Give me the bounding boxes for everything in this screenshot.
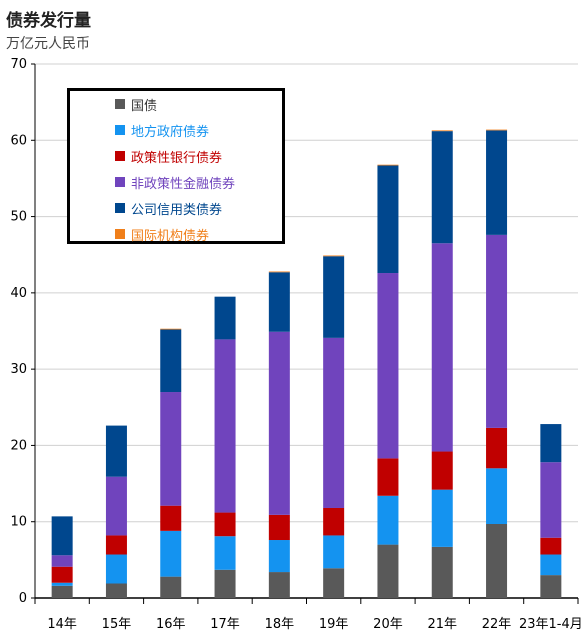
legend-item: 政策性银行债券 — [115, 148, 223, 166]
x-tick-label: 18年 — [265, 617, 295, 632]
bar-segment — [160, 328, 182, 330]
legend-item: 国债 — [115, 96, 158, 114]
y-tick-label: 20 — [10, 438, 27, 453]
y-tick-label: 50 — [10, 210, 27, 225]
bar-segment — [323, 256, 345, 338]
bar-segment — [431, 489, 453, 547]
x-tick-label: 15年 — [102, 617, 132, 632]
bar-segment — [323, 535, 345, 569]
bar-segment — [540, 424, 562, 463]
bar-segment — [105, 583, 127, 598]
bar-segment — [431, 130, 453, 132]
legend-label: 非政策性金融债券 — [131, 176, 236, 192]
legend-swatch — [115, 177, 125, 187]
bar-segment — [486, 130, 508, 235]
legend-swatch — [115, 229, 125, 239]
legend-item: 非政策性金融债券 — [115, 174, 236, 192]
x-tick-label: 20年 — [373, 617, 403, 632]
bar-segment — [51, 516, 73, 556]
legend-label: 国际机构债券 — [131, 228, 210, 244]
legend-label: 公司信用类债券 — [131, 202, 223, 218]
x-tick-label: 17年 — [210, 617, 240, 632]
x-tick-label: 21年 — [427, 617, 457, 632]
bar-segment — [105, 425, 127, 477]
bar-segment — [486, 427, 508, 469]
bar-segment — [540, 575, 562, 598]
legend-label: 地方政府债券 — [131, 124, 210, 140]
bar-segment — [377, 165, 399, 274]
bar-segment — [160, 530, 182, 577]
bar-segment — [268, 272, 290, 332]
bar-segment — [323, 337, 345, 508]
bar-segment — [214, 296, 236, 340]
bar-segment — [486, 524, 508, 598]
y-tick-label: 30 — [10, 362, 27, 377]
bar-segment — [214, 512, 236, 537]
bar-segment — [486, 129, 508, 131]
bar-segment — [51, 555, 73, 567]
bar-segment — [431, 546, 453, 598]
x-tick-label: 14年 — [47, 617, 77, 632]
bar-segment — [540, 554, 562, 576]
legend-item: 国际机构债券 — [115, 226, 210, 244]
bar-segment — [160, 392, 182, 506]
bar-segment — [431, 451, 453, 490]
bar-segment — [51, 585, 73, 598]
bar-segment — [160, 505, 182, 531]
bar-segment — [431, 131, 453, 244]
bar-segment — [105, 476, 127, 536]
chart-subtitle: 万亿元人民币 — [6, 36, 90, 52]
y-tick-label: 10 — [10, 515, 27, 530]
bar-segment — [486, 234, 508, 428]
bar-segment — [105, 554, 127, 584]
bar-segment — [105, 535, 127, 555]
bar-segment — [377, 495, 399, 545]
bar-segment — [486, 468, 508, 525]
x-tick-label: 23年1-4月 — [519, 617, 583, 632]
bar-segment — [323, 507, 345, 536]
bar-segment — [51, 582, 73, 586]
bar-segment — [540, 462, 562, 538]
bar-segment — [214, 339, 236, 513]
legend-swatch — [115, 99, 125, 109]
legend-swatch — [115, 125, 125, 135]
legend-item: 地方政府债券 — [115, 122, 210, 140]
x-tick-label: 22年 — [482, 617, 512, 632]
bar-segment — [323, 568, 345, 598]
bar-segment — [214, 536, 236, 570]
x-tick-label: 16年 — [156, 617, 186, 632]
bar-segment — [377, 458, 399, 496]
bar-segment — [540, 537, 562, 555]
bar-segment — [51, 566, 73, 583]
y-tick-label: 40 — [10, 286, 27, 301]
legend-swatch — [115, 203, 125, 213]
chart-title: 债券发行量 — [6, 11, 91, 31]
bar-segment — [268, 540, 290, 573]
bar-segment — [431, 243, 453, 452]
bar-segment — [377, 273, 399, 459]
y-tick-label: 0 — [19, 591, 27, 606]
bar-segment — [268, 572, 290, 598]
legend-label: 国债 — [131, 98, 158, 114]
bar-segment — [214, 569, 236, 598]
legend-swatch — [115, 151, 125, 161]
x-tick-label: 19年 — [319, 617, 349, 632]
bar-segment — [323, 255, 345, 257]
y-tick-label: 70 — [10, 57, 27, 72]
bar-segment — [268, 514, 290, 541]
legend-item: 公司信用类债券 — [115, 200, 223, 218]
legend-label: 政策性银行债券 — [131, 150, 223, 166]
chart-legend: 国债地方政府债券 政策性银行债券 非政策性金融债券 公司信用类债券 国际机构债券 — [67, 88, 285, 244]
bar-segment — [268, 271, 290, 273]
bar-segment — [377, 544, 399, 598]
bar-segment — [160, 329, 182, 393]
bar-segment — [268, 331, 290, 515]
bar-segment — [160, 576, 182, 598]
bar-segment — [377, 164, 399, 166]
y-tick-label: 60 — [10, 133, 27, 148]
